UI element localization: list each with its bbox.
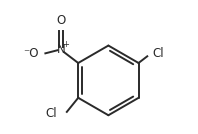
Text: Cl: Cl [153, 47, 164, 60]
Text: +: + [62, 40, 69, 49]
Text: N: N [56, 43, 65, 56]
Text: O: O [56, 14, 65, 27]
Text: ⁻O: ⁻O [23, 47, 39, 60]
Text: Cl: Cl [45, 107, 57, 120]
